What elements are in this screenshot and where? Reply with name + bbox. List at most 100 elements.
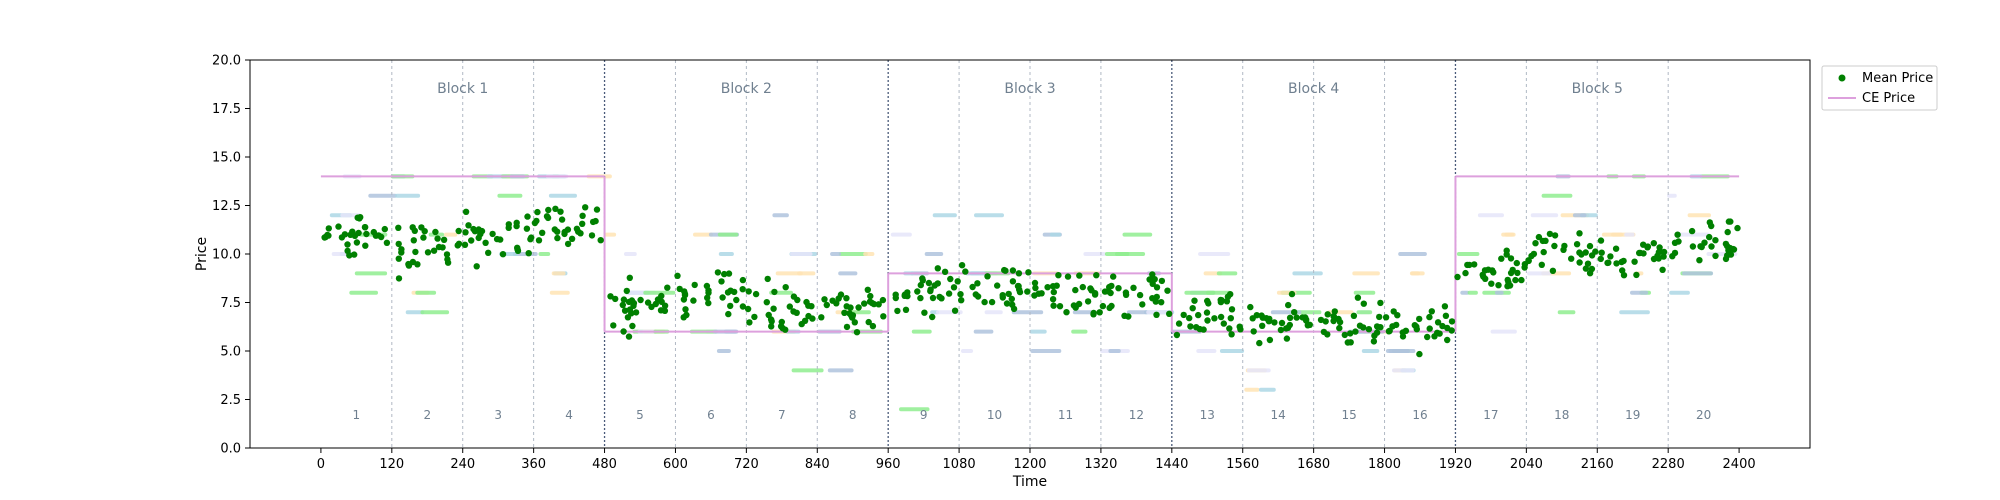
mean-price-point — [925, 279, 933, 287]
mean-price-point — [691, 281, 698, 289]
mean-price-point — [1442, 312, 1450, 319]
mean-price-point — [430, 247, 438, 254]
mean-price-point — [1586, 270, 1594, 277]
mean-price-point — [1341, 331, 1349, 339]
mean-price-point — [957, 291, 964, 298]
mean-price-point — [1696, 257, 1703, 264]
mean-price-point — [1093, 272, 1100, 279]
mean-price-point — [1115, 285, 1122, 292]
period-label: 7 — [778, 408, 786, 422]
mean-price-point — [657, 307, 665, 314]
mean-price-point — [843, 323, 851, 331]
mean-price-point — [690, 297, 697, 304]
mean-price-point — [489, 230, 496, 238]
mean-price-point — [969, 283, 976, 291]
mean-price-point — [592, 217, 599, 225]
mean-price-point — [782, 284, 789, 291]
mean-price-point — [1291, 309, 1298, 316]
mean-price-point — [1076, 272, 1083, 279]
y-tick-label: 2.5 — [220, 393, 241, 408]
period-label: 6 — [707, 408, 715, 422]
x-tick-label: 360 — [521, 457, 546, 472]
mean-price-point — [1122, 289, 1130, 296]
mean-price-point — [972, 291, 979, 298]
mean-price-point — [395, 224, 402, 231]
mean-price-point — [1727, 218, 1734, 225]
mean-price-point — [1203, 309, 1211, 316]
mean-price-point — [1462, 269, 1469, 277]
mean-price-point — [1568, 255, 1575, 262]
mean-price-point — [1620, 272, 1628, 279]
mean-price-point — [745, 288, 752, 295]
mean-price-point — [1428, 308, 1436, 315]
mean-price-point — [917, 294, 924, 302]
mean-price-point — [593, 206, 601, 213]
mean-price-point — [894, 307, 901, 315]
mean-price-point — [1605, 259, 1612, 266]
mean-price-point — [1551, 232, 1559, 239]
mean-price-point — [410, 237, 417, 244]
mean-price-point — [1286, 321, 1294, 329]
mean-price-point — [1331, 308, 1339, 315]
mean-price-point — [1444, 336, 1451, 344]
mean-price-point — [927, 286, 934, 293]
mean-price-point — [865, 318, 872, 326]
mean-price-point — [1149, 271, 1156, 278]
mean-price-point — [1582, 249, 1589, 256]
mean-price-point — [1354, 294, 1362, 301]
mean-price-point — [1347, 330, 1354, 337]
mean-price-point — [1712, 252, 1719, 260]
mean-price-point — [1003, 300, 1011, 307]
mean-price-point — [674, 272, 681, 279]
mean-price-point — [1708, 222, 1715, 230]
mean-price-point — [1158, 299, 1165, 306]
mean-price-point — [855, 304, 862, 311]
mean-price-point — [1271, 319, 1278, 326]
mean-price-point — [607, 293, 614, 300]
mean-price-point — [424, 249, 432, 256]
mean-price-point — [1488, 280, 1495, 287]
mean-price-point — [612, 295, 619, 303]
mean-price-point — [1191, 297, 1198, 304]
period-label: 16 — [1412, 408, 1427, 422]
x-tick-label: 2160 — [1581, 457, 1614, 472]
chart-labels: Block 1 Block 2 Block 3 Block 4 Block 51 2 3 4 5… — [353, 81, 1712, 422]
mean-price-point — [770, 305, 777, 312]
mean-price-point — [1009, 301, 1016, 308]
mean-price-point — [1153, 311, 1160, 318]
mean-price-point — [999, 294, 1006, 301]
mean-price-point — [623, 287, 630, 295]
mean-price-point — [744, 305, 752, 313]
mean-price-point — [768, 318, 775, 325]
mean-price-point — [1322, 318, 1329, 325]
mean-price-point — [1448, 318, 1456, 325]
mean-price-point — [1365, 326, 1373, 333]
mean-price-point — [1573, 241, 1581, 248]
mean-price-point — [1689, 243, 1697, 250]
mean-price-point — [1377, 324, 1384, 331]
mean-price-point — [841, 309, 848, 316]
mean-price-point — [395, 240, 402, 248]
mean-price-point — [847, 312, 855, 319]
mean-price-point — [1650, 255, 1658, 263]
mean-price-point — [1586, 242, 1594, 250]
mean-price-point — [683, 311, 690, 319]
mean-price-point — [1650, 240, 1658, 247]
mean-price-point — [1356, 322, 1364, 329]
mean-price-point — [434, 235, 441, 242]
mean-price-point — [1228, 306, 1236, 313]
mean-price-point — [1217, 313, 1225, 321]
mean-price-point — [1205, 300, 1212, 307]
mean-price-point — [620, 328, 627, 335]
period-label: 18 — [1554, 408, 1569, 422]
x-tick-label: 1800 — [1368, 457, 1401, 472]
mean-price-point — [1259, 322, 1266, 329]
y-tick-label: 0.0 — [220, 442, 241, 457]
mean-price-point — [551, 226, 558, 233]
mean-price-point — [454, 242, 461, 249]
mean-price-point — [1674, 231, 1681, 238]
mean-price-point — [721, 270, 728, 278]
mean-price-point — [644, 299, 652, 306]
mean-price-point — [1612, 245, 1620, 252]
mean-price-point — [1669, 253, 1676, 260]
